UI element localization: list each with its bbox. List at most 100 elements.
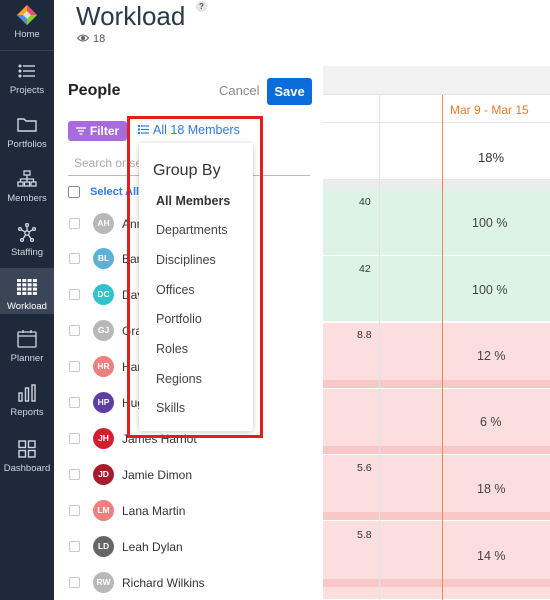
timeline-week-header bbox=[323, 95, 550, 123]
list-icon bbox=[137, 123, 149, 137]
group-by-label: All 18 Members bbox=[153, 123, 240, 137]
select-all-link[interactable]: Select All bbox=[90, 186, 140, 198]
avatar: DC bbox=[93, 284, 114, 305]
group-by-option-offices[interactable]: Offices bbox=[156, 283, 195, 297]
member-checkbox[interactable] bbox=[69, 289, 80, 300]
member-checkbox[interactable] bbox=[69, 325, 80, 336]
avatar: JH bbox=[93, 428, 114, 449]
member-row[interactable]: RW Richard Wilkins bbox=[68, 569, 318, 597]
nav-dashboard[interactable]: Dashboard bbox=[0, 438, 54, 478]
cell-percentage: 18 % bbox=[477, 482, 506, 496]
nav-home[interactable]: Home bbox=[0, 4, 54, 46]
week-divider bbox=[379, 95, 380, 600]
eye-icon bbox=[76, 33, 90, 45]
member-checkbox[interactable] bbox=[69, 469, 80, 480]
cell-percentage: 100 % bbox=[472, 216, 508, 230]
nav-label: Home bbox=[14, 29, 40, 40]
member-row[interactable]: LD Leah Dylan bbox=[68, 533, 318, 561]
member-checkbox[interactable] bbox=[69, 505, 80, 516]
avatar: HR bbox=[93, 356, 114, 377]
staffing-network-icon bbox=[16, 222, 38, 244]
cell-percentage: 14 % bbox=[477, 549, 506, 563]
cell-hours: 5.8 bbox=[357, 529, 372, 541]
save-button[interactable]: Save bbox=[267, 78, 312, 105]
help-icon[interactable]: ? bbox=[196, 1, 207, 12]
nav-label: Dashboard bbox=[3, 463, 51, 474]
nav-label: Members bbox=[7, 193, 47, 204]
viewers-count: 18 bbox=[76, 33, 106, 45]
group-by-option-all-members[interactable]: All Members bbox=[156, 194, 231, 208]
group-by-option-regions[interactable]: Regions bbox=[156, 372, 202, 386]
group-by-option-departments[interactable]: Departments bbox=[156, 223, 228, 237]
members-tree-icon bbox=[16, 168, 38, 190]
home-logo-icon bbox=[16, 4, 38, 26]
cell-hours: 42 bbox=[359, 263, 371, 275]
cancel-button[interactable]: Cancel bbox=[219, 83, 260, 98]
avatar: LM bbox=[93, 500, 114, 521]
select-all-checkbox[interactable] bbox=[68, 186, 80, 198]
summary-percentage: 18% bbox=[478, 150, 505, 165]
filter-label: Filter bbox=[89, 124, 120, 138]
workload-cell[interactable] bbox=[323, 521, 550, 600]
left-nav: Home Projects Portfolios Memb bbox=[0, 0, 54, 600]
capacity-bar bbox=[323, 380, 550, 388]
nav-staffing[interactable]: Staffing bbox=[0, 222, 54, 262]
nav-label: Projects bbox=[9, 85, 45, 96]
highlight-annotation-box bbox=[127, 116, 263, 438]
panel-title: People bbox=[68, 82, 121, 99]
cell-hours: 8.8 bbox=[357, 329, 372, 341]
reports-chart-icon bbox=[16, 382, 38, 404]
planner-calendar-icon bbox=[16, 328, 38, 350]
week-label[interactable]: Mar 9 - Mar 15 bbox=[450, 103, 529, 117]
capacity-bar bbox=[323, 512, 550, 520]
nav-workload[interactable]: Workload bbox=[0, 268, 54, 314]
nav-members[interactable]: Members bbox=[0, 168, 54, 208]
member-checkbox[interactable] bbox=[69, 218, 80, 229]
nav-label: Planner bbox=[10, 353, 44, 364]
timeline-summary-row bbox=[323, 123, 550, 180]
avatar: HP bbox=[93, 392, 114, 413]
group-by-dropdown bbox=[139, 143, 253, 431]
dashboard-grid-icon bbox=[16, 438, 38, 460]
nav-reports[interactable]: Reports bbox=[0, 382, 54, 422]
projects-list-icon bbox=[16, 60, 38, 82]
workload-cell[interactable] bbox=[323, 323, 550, 389]
workload-cell[interactable] bbox=[323, 455, 550, 521]
nav-planner[interactable]: Planner bbox=[0, 328, 54, 368]
avatar: RW bbox=[93, 572, 114, 593]
page-title: Workload bbox=[76, 1, 186, 31]
nav-portfolios[interactable]: Portfolios bbox=[0, 114, 54, 154]
member-checkbox[interactable] bbox=[69, 397, 80, 408]
avatar: AH bbox=[93, 213, 114, 234]
group-by-option-disciplines[interactable]: Disciplines bbox=[156, 253, 216, 267]
today-marker bbox=[442, 95, 443, 600]
cell-percentage: 6 % bbox=[480, 415, 502, 429]
filter-icon bbox=[75, 124, 86, 138]
capacity-bar bbox=[323, 446, 550, 454]
workload-cell[interactable] bbox=[323, 256, 550, 322]
member-row[interactable]: LM Lana Martin bbox=[68, 497, 318, 525]
avatar: JD bbox=[93, 464, 114, 485]
group-by-option-skills[interactable]: Skills bbox=[156, 401, 186, 415]
member-name: Jamie Dimon bbox=[122, 468, 193, 482]
cell-percentage: 12 % bbox=[477, 349, 506, 363]
member-checkbox[interactable] bbox=[69, 253, 80, 264]
cell-hours: 5.6 bbox=[357, 462, 372, 474]
member-name: Leah Dylan bbox=[122, 540, 183, 554]
avatar: GJ bbox=[93, 320, 114, 341]
filter-button[interactable]: Filter bbox=[68, 121, 127, 141]
nav-projects[interactable]: Projects bbox=[0, 60, 54, 100]
member-checkbox[interactable] bbox=[69, 577, 80, 588]
group-by-option-roles[interactable]: Roles bbox=[156, 342, 188, 356]
nav-label: Workload bbox=[7, 301, 47, 312]
member-checkbox[interactable] bbox=[69, 541, 80, 552]
cell-hours: 40 bbox=[359, 196, 371, 208]
member-checkbox[interactable] bbox=[69, 433, 80, 444]
group-by-button[interactable]: All 18 Members bbox=[137, 123, 240, 137]
member-checkbox[interactable] bbox=[69, 361, 80, 372]
group-by-option-portfolio[interactable]: Portfolio bbox=[156, 312, 202, 326]
member-row[interactable]: JD Jamie Dimon bbox=[68, 461, 318, 489]
viewers-count-value: 18 bbox=[93, 33, 106, 45]
workload-cell[interactable] bbox=[323, 190, 550, 256]
workload-cell[interactable] bbox=[323, 389, 550, 455]
